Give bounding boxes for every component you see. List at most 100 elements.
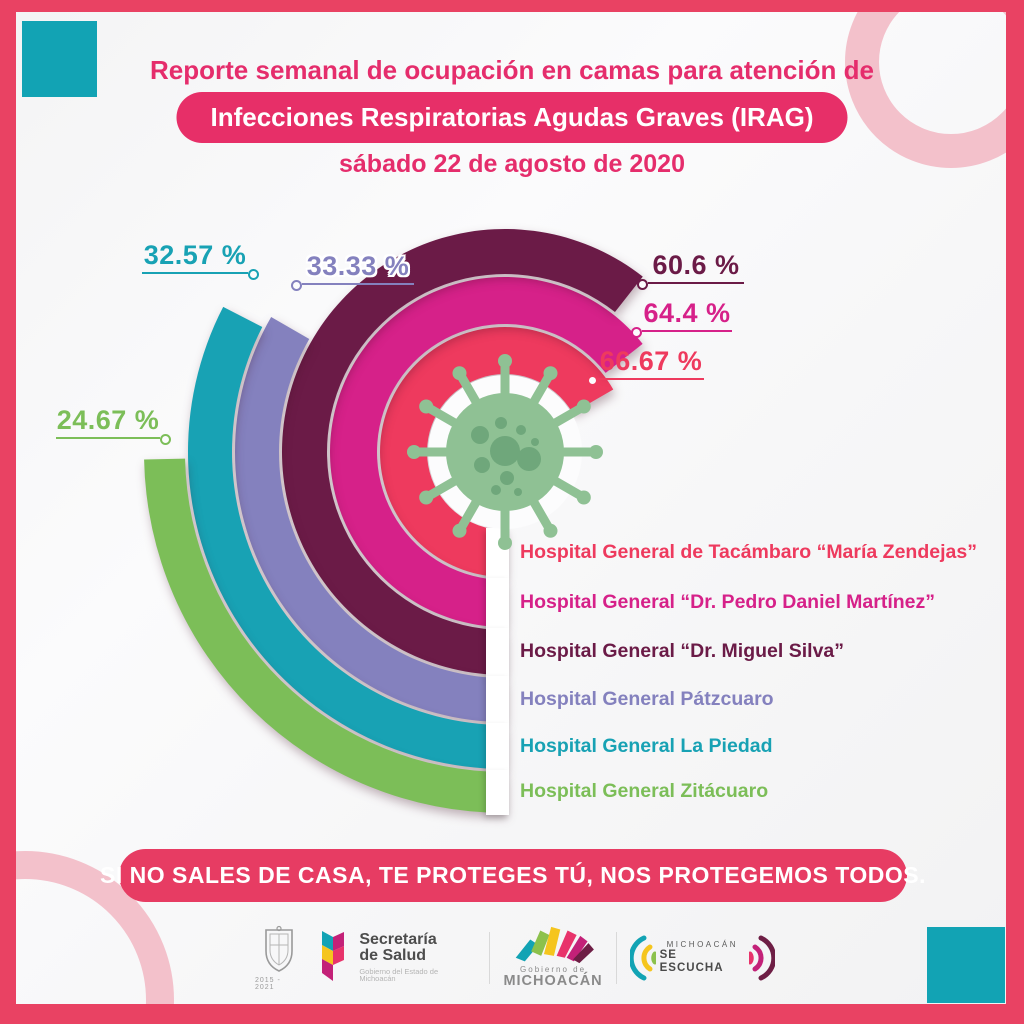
callout-martinez: 64.4 %	[631, 298, 732, 338]
michoacan-crown-icon	[515, 926, 594, 963]
callout-line	[637, 279, 744, 290]
legend-tabs-group	[486, 528, 509, 815]
legend-tab-2	[486, 628, 509, 677]
title-date: sábado 22 de agosto de 2020	[339, 150, 685, 178]
legend-item-lapiedad: Hospital General La Piedad	[520, 735, 773, 757]
sound-waves-left-icon	[629, 935, 656, 980]
sound-waves-right-icon	[749, 935, 775, 980]
callout-silva: 60.6 %	[637, 250, 744, 290]
escucha-line1: MICHOACÁN	[666, 939, 739, 949]
callout-lapiedad: 32.57 %	[142, 240, 259, 280]
salud-pinwheel-icon	[322, 930, 345, 981]
callout-line	[631, 327, 732, 338]
stay-home-banner: SI NO SALES DE CASA, TE PROTEGES TÚ, NOS…	[100, 849, 926, 902]
virus-spot	[531, 438, 539, 446]
virus-spike-tip	[452, 366, 467, 381]
infographic-card: Reporte semanal de ocupación en camas pa…	[16, 12, 1006, 1004]
virus-spot	[514, 488, 522, 496]
legend-item-tacambaro: Hospital General de Tacámbaro “María Zen…	[520, 541, 977, 563]
virus-spike-tip	[576, 490, 591, 505]
gobierno-de-text: Gobierno de	[520, 964, 587, 974]
footer-logos: 2015 - 2021 Secretaría de Salud Gobierno…	[255, 915, 775, 1000]
callout-value: 33.33 %	[306, 251, 410, 281]
virus-spike	[529, 497, 553, 531]
virus-spot	[500, 471, 514, 485]
virus-spot	[495, 417, 507, 429]
michoacan-text: MICHOACÁN	[503, 973, 603, 990]
virus-spike-tip	[419, 490, 434, 505]
callout-value: 64.4 %	[643, 298, 731, 328]
rings-group	[144, 228, 643, 813]
virus-spot	[491, 485, 501, 495]
virus-spot	[471, 426, 489, 444]
legend-tab-5	[486, 770, 509, 815]
virus-spike-tip	[589, 445, 603, 459]
virus-spot	[517, 447, 541, 471]
ring-5	[144, 458, 506, 813]
callout-value: 66.67 %	[599, 346, 703, 376]
callout-value: 24.67 %	[56, 405, 160, 435]
michoacan-se-escucha-logo: MICHOACÁN SE ESCUCHA	[629, 934, 775, 982]
coat-years: 2015 - 2021	[255, 976, 281, 991]
se-escucha-text: MICHOACÁN SE ESCUCHA	[660, 940, 745, 976]
legend-item-zitacuaro: Hospital General Zitácuaro	[520, 780, 769, 802]
virus-spike-tip	[452, 523, 467, 538]
virus-spike	[529, 373, 553, 407]
virus-spike	[426, 476, 460, 500]
virus-spike-tip	[543, 366, 558, 381]
ring-3	[235, 317, 506, 722]
radial-bar-chart	[144, 228, 643, 815]
title-pill: Infecciones Respiratorias Agudas Graves …	[176, 92, 848, 143]
legend-tab-4	[486, 723, 509, 771]
ring-4	[187, 306, 505, 769]
legend-item-martinez: Hospital General “Dr. Pedro Daniel Martí…	[520, 591, 936, 613]
callout-line	[291, 280, 414, 291]
title-line1: Reporte semanal de ocupación en camas pa…	[150, 55, 874, 85]
virus-spot	[474, 457, 490, 473]
callout-line	[142, 269, 259, 280]
callout-value: 60.6 %	[652, 250, 740, 280]
virus-spike	[550, 404, 584, 428]
virus-spike	[426, 404, 460, 428]
coat-of-arms-icon	[265, 925, 293, 972]
teal-square-top-left	[22, 21, 97, 97]
callout-tacambaro: 66.67 %	[587, 346, 704, 386]
legend-item-silva: Hospital General “Dr. Miguel Silva”	[520, 640, 845, 662]
coat-of-arms-logo: 2015 - 2021	[255, 925, 303, 991]
virus-spike	[550, 476, 584, 500]
coronavirus-icon	[407, 354, 603, 550]
virus-spot	[516, 425, 526, 435]
virus-spike	[457, 373, 481, 407]
teal-square-bottom-right	[927, 927, 1005, 1003]
secretaria-salud-text: Secretaría de Salud Gobierno del Estado …	[359, 931, 476, 984]
virus-spot	[490, 436, 520, 466]
virus-spike-tip	[576, 399, 591, 414]
banner-text: SI NO SALES DE CASA, TE PROTEGES TÚ, NOS…	[100, 862, 927, 888]
callout-line	[56, 434, 171, 445]
secretaria-line1: Secretaría	[359, 931, 437, 949]
ring-0	[380, 327, 614, 577]
gobierno-michoacan-logo: Gobierno de MICHOACÁN	[503, 925, 602, 991]
legend-item-patzcuaro: Hospital General Pátzcuaro	[520, 688, 774, 710]
legend-tab-3	[486, 676, 509, 724]
callout-value: 32.57 %	[143, 240, 247, 270]
legend-tab-1	[486, 578, 509, 629]
secretaria-line2: de Salud	[359, 947, 427, 965]
escucha-line2: SE ESCUCHA	[659, 948, 724, 975]
ring-2	[282, 228, 643, 675]
footer-divider	[615, 931, 617, 984]
virus-spike-tip	[419, 399, 434, 414]
content-layer: Reporte semanal de ocupación en camas pa…	[16, 12, 1006, 1004]
virus-spike-tip	[498, 354, 512, 368]
callout-zitacuaro: 24.67 %	[56, 405, 171, 445]
callout-line	[587, 375, 704, 386]
secretaria-subtitle: Gobierno del Estado de Michoacán	[359, 966, 439, 984]
callout-patzcuaro: 33.33 %	[291, 251, 414, 291]
footer-divider	[489, 931, 491, 984]
ring-1	[330, 276, 643, 627]
virus-spike-tip	[407, 445, 421, 459]
virus-spike-tip	[543, 523, 558, 538]
virus-spike	[457, 497, 481, 531]
virus-spike-tip	[498, 536, 512, 550]
